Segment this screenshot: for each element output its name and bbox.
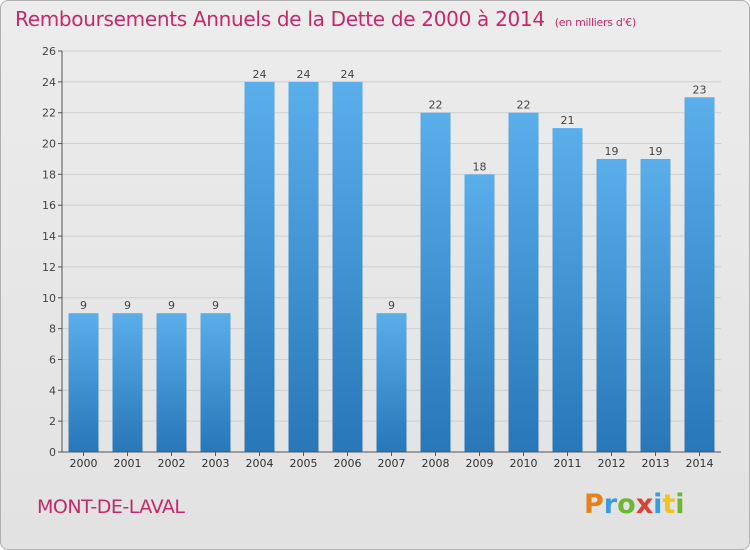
y-tick-label: 26 [42, 45, 56, 58]
bar-2008 [420, 112, 451, 452]
y-tick-label: 24 [42, 76, 56, 89]
data-label: 19 [649, 145, 663, 158]
bar-2009 [464, 174, 495, 452]
bar-2007 [376, 313, 407, 452]
x-tick-label: 2000 [70, 457, 98, 470]
x-tick-label: 2003 [202, 457, 230, 470]
data-label: 9 [80, 299, 87, 312]
x-tick-label: 2011 [554, 457, 582, 470]
x-tick-label: 2001 [114, 457, 142, 470]
data-label: 22 [517, 99, 531, 112]
x-tick-label: 2012 [598, 457, 626, 470]
x-tick-label: 2002 [158, 457, 186, 470]
bar-2006 [332, 81, 363, 452]
unit-label: (en milliers d'€) [554, 16, 636, 29]
x-tick-label: 2009 [466, 457, 494, 470]
y-tick-label: 16 [42, 199, 56, 212]
data-label: 24 [341, 68, 355, 81]
y-tick-label: 0 [49, 446, 56, 459]
bar-2005 [288, 81, 319, 452]
y-tick-label: 14 [42, 230, 56, 243]
bars [68, 81, 715, 453]
x-tick-label: 2005 [290, 457, 318, 470]
x-tick-label: 2008 [422, 457, 450, 470]
x-tick-label: 2007 [378, 457, 406, 470]
bar-2004 [244, 81, 275, 452]
data-label: 21 [561, 114, 575, 127]
proxiti-logo: Proxiti [584, 489, 685, 520]
commune-name: MONT-DE-LAVAL [37, 496, 185, 518]
bar-2003 [200, 313, 231, 452]
data-label: 9 [124, 299, 131, 312]
data-labels: 9 9 9 9 24 24 24 9 22 18 22 21 19 19 23 [80, 68, 707, 312]
title-text: Remboursements Annuels de la Dette de 20… [15, 7, 545, 31]
x-tick-label: 2013 [642, 457, 670, 470]
y-tick-label: 20 [42, 138, 56, 151]
x-tick-label: 2010 [510, 457, 538, 470]
data-label: 24 [253, 68, 267, 81]
y-tick-label: 2 [49, 415, 56, 428]
data-label: 24 [297, 68, 311, 81]
data-label: 23 [693, 83, 707, 96]
bar-2010 [508, 112, 539, 452]
bar-2011 [552, 128, 583, 452]
y-tick-label: 12 [42, 261, 56, 274]
bar-2000 [68, 313, 99, 452]
chart-title: Remboursements Annuels de la Dette de 20… [15, 7, 636, 31]
y-tick-label: 22 [42, 107, 56, 120]
bar-2002 [156, 313, 187, 452]
y-tick-label: 8 [49, 323, 56, 336]
bar-2013 [640, 158, 671, 452]
bar-2012 [596, 158, 627, 452]
x-tick-label: 2006 [334, 457, 362, 470]
y-tick-label: 6 [49, 353, 56, 366]
y-tick-label: 4 [49, 384, 56, 397]
data-label: 18 [473, 160, 487, 173]
y-tick-label: 18 [42, 168, 56, 181]
data-label: 9 [168, 299, 175, 312]
data-label: 22 [429, 99, 443, 112]
bar-2001 [112, 313, 143, 452]
y-tick-label: 10 [42, 292, 56, 305]
bar-2014 [684, 97, 715, 453]
data-label: 19 [605, 145, 619, 158]
x-tick-label: 2014 [686, 457, 714, 470]
data-label: 9 [388, 299, 395, 312]
x-tick-label: 2004 [246, 457, 274, 470]
data-label: 9 [212, 299, 219, 312]
